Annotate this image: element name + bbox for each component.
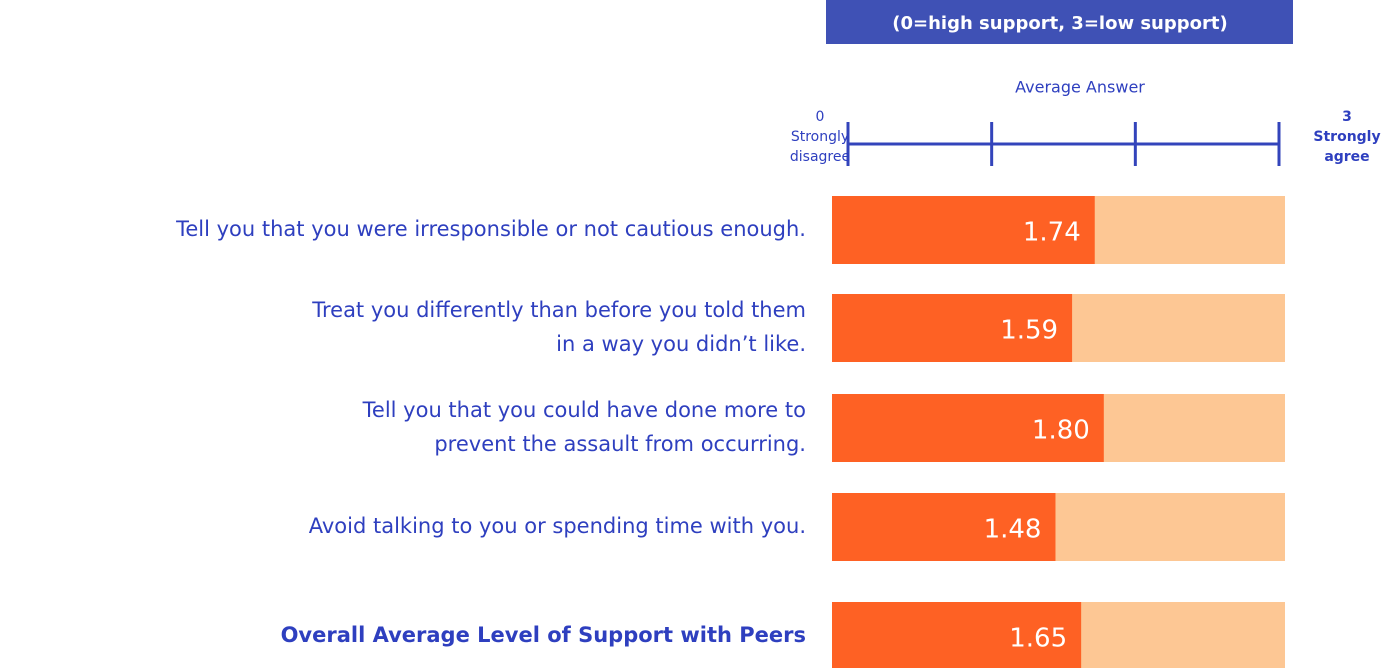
- value-label: 1.59: [1000, 316, 1058, 346]
- x-tick-label: Strongly: [1313, 129, 1380, 145]
- bar: [832, 602, 1082, 668]
- category-label: Treat you differently than before you to…: [311, 298, 806, 322]
- x-tick-label: disagree: [790, 149, 850, 165]
- category-label: Overall Average Level of Support with Pe…: [281, 623, 806, 647]
- category-label: Avoid talking to you or spending time wi…: [309, 514, 806, 538]
- x-tick-label: agree: [1324, 149, 1369, 165]
- value-label: 1.48: [984, 515, 1042, 545]
- bar: [832, 294, 1073, 362]
- bar: [832, 394, 1104, 462]
- subtitle-box: [826, 0, 1293, 44]
- category-label: in a way you didn’t like.: [556, 332, 806, 356]
- bar: [832, 196, 1095, 264]
- x-tick-label: Strongly: [791, 129, 849, 145]
- bar: [832, 493, 1056, 561]
- x-axis-label: Average Answer: [1015, 78, 1145, 97]
- x-tick-label: 0: [816, 109, 825, 125]
- value-label: 1.80: [1032, 416, 1090, 446]
- category-label: prevent the assault from occurring.: [434, 432, 806, 456]
- subtitle: (0=high support, 3=low support): [892, 13, 1227, 34]
- value-label: 1.74: [1023, 218, 1081, 248]
- category-label: Tell you that you could have done more t…: [362, 398, 806, 422]
- x-tick-label: 3: [1342, 109, 1352, 125]
- category-label: Tell you that you were irresponsible or …: [175, 217, 806, 241]
- value-label: 1.65: [1009, 624, 1067, 654]
